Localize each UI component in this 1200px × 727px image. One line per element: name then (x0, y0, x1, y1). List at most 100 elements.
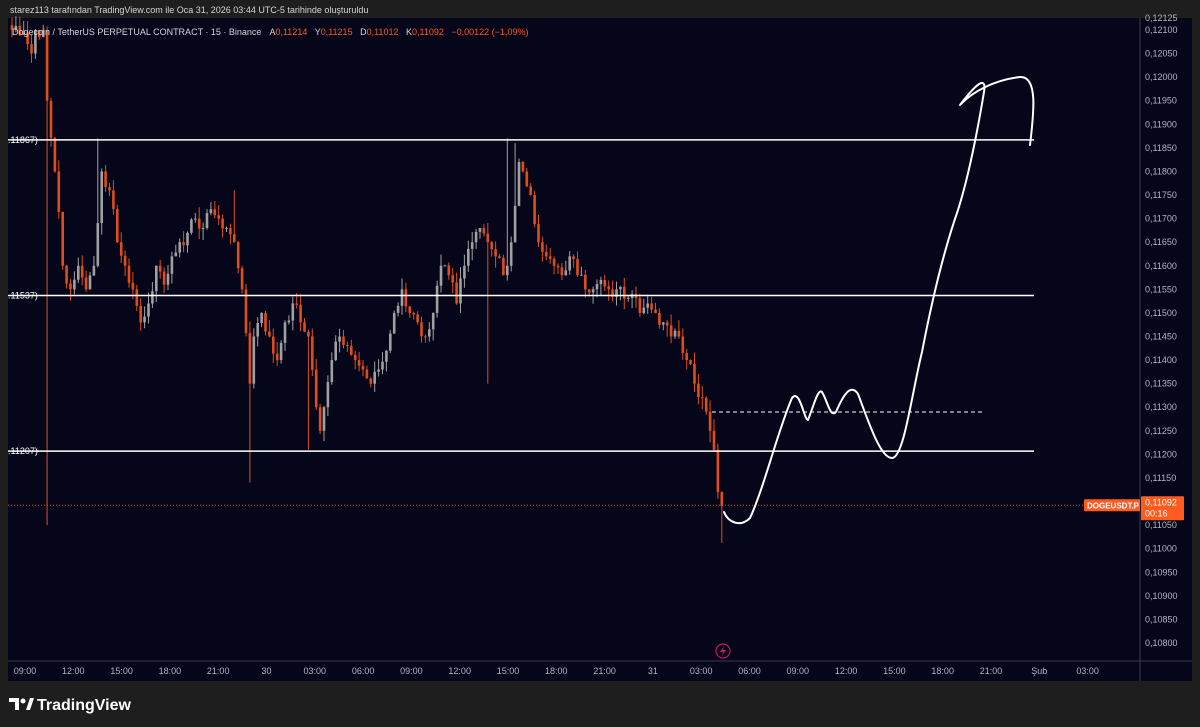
candle-body (704, 397, 708, 412)
candle-body (61, 211, 64, 266)
candle-body (287, 320, 291, 323)
candle-body (517, 162, 521, 206)
candle-body (572, 256, 575, 260)
y-tick-label: 0,11500 (1145, 308, 1177, 318)
candle-body (240, 268, 244, 290)
x-tick-label: 15:00 (497, 666, 520, 676)
candle-body (580, 274, 583, 276)
candle-body (279, 342, 283, 361)
level-label: .11867) (8, 135, 38, 145)
candle-body (708, 411, 712, 431)
candle-body (346, 344, 349, 346)
candle-body (451, 275, 454, 283)
x-tick-label: 12:00 (835, 666, 858, 676)
symbol-tag[interactable]: DOGEUSDT.P (1084, 499, 1140, 512)
plot-area[interactable] (8, 18, 1140, 661)
x-tick-label: 09:00 (400, 666, 423, 676)
time-axis[interactable] (8, 661, 1192, 681)
candles (10, 16, 724, 544)
candle-body (34, 30, 37, 54)
candle-body (57, 171, 61, 212)
candle-body (665, 322, 669, 326)
lightning-icon[interactable] (715, 643, 731, 659)
x-tick-label: 18:00 (931, 666, 954, 676)
candle-body (92, 265, 96, 276)
legend-open-label: A (269, 27, 275, 37)
candle-body (217, 215, 220, 219)
x-tick-label: 09:00 (787, 666, 810, 676)
candle-body (447, 265, 451, 276)
candle-body (190, 219, 193, 233)
y-tick-label: 0,10850 (1145, 614, 1178, 624)
candle-body (213, 209, 217, 216)
current-price-tag[interactable]: 0,11092 00:16 (1141, 496, 1184, 521)
candle-body (716, 449, 720, 493)
candle-body (65, 265, 68, 284)
candle-body (669, 325, 673, 337)
price-axis[interactable] (1140, 18, 1192, 661)
legend-low-label: D (360, 27, 367, 37)
candle-body (322, 407, 326, 431)
y-tick-label: 0,11200 (1145, 449, 1177, 459)
x-tick-label: 15:00 (110, 666, 133, 676)
candle-body (513, 205, 517, 243)
legend-high: 0,11215 (321, 27, 353, 37)
candle-body (552, 258, 556, 266)
candle-body (151, 291, 154, 304)
candle-body (108, 187, 111, 191)
candle-body (365, 369, 369, 379)
candle-body (291, 303, 295, 321)
candle-body (673, 330, 677, 337)
candle-body (638, 298, 642, 313)
candle-body (720, 492, 724, 507)
countdown-value: 00:16 (1145, 508, 1168, 518)
candle-body (303, 322, 306, 332)
candle-body (548, 256, 552, 259)
candle-body (369, 378, 373, 384)
candle-body (143, 316, 146, 323)
y-tick-label: 0,11050 (1145, 520, 1177, 530)
level-label: .11537) (8, 290, 38, 300)
candle-body (537, 224, 540, 243)
candle-body (252, 336, 256, 384)
candle-body (396, 305, 400, 313)
x-tick-label: 03:00 (304, 666, 327, 676)
candle-body (268, 331, 271, 337)
candle-body (178, 242, 181, 253)
candle-body (377, 369, 380, 372)
candle-body (490, 242, 493, 250)
y-tick-label: 0,11550 (1145, 284, 1177, 294)
current-price-value: 0,11092 (1145, 497, 1177, 507)
candle-body (689, 360, 692, 365)
candle-body (474, 231, 478, 243)
candle-body (295, 303, 298, 305)
y-tick-label: 0,12100 (1145, 25, 1178, 35)
candle-body (182, 242, 185, 246)
y-tick-label: 0,11000 (1145, 544, 1177, 554)
candle-body (84, 277, 88, 290)
candle-body (307, 331, 310, 337)
candle-body (41, 30, 45, 38)
x-tick-label: 12:00 (448, 666, 471, 676)
y-tick-label: 0,11150 (1145, 473, 1176, 483)
candle-body (116, 209, 119, 243)
candle-body (381, 361, 384, 370)
candle-body (463, 265, 466, 279)
y-tick-label: 0,10950 (1145, 567, 1178, 577)
y-tick-label: 0,11850 (1145, 143, 1177, 153)
x-tick-label: 12:00 (62, 666, 85, 676)
candle-body (275, 353, 279, 361)
candle-body (408, 306, 412, 313)
candle-body (467, 248, 470, 266)
x-tick-label: 18:00 (545, 666, 568, 676)
candle-body (560, 267, 564, 276)
candle-body (264, 312, 267, 332)
candle-body (607, 286, 610, 290)
candle-body (77, 265, 80, 280)
candle-body (650, 303, 653, 310)
candle-body (53, 137, 57, 172)
candle-body (197, 218, 201, 229)
candle-body (420, 322, 423, 337)
candle-body (283, 322, 287, 343)
